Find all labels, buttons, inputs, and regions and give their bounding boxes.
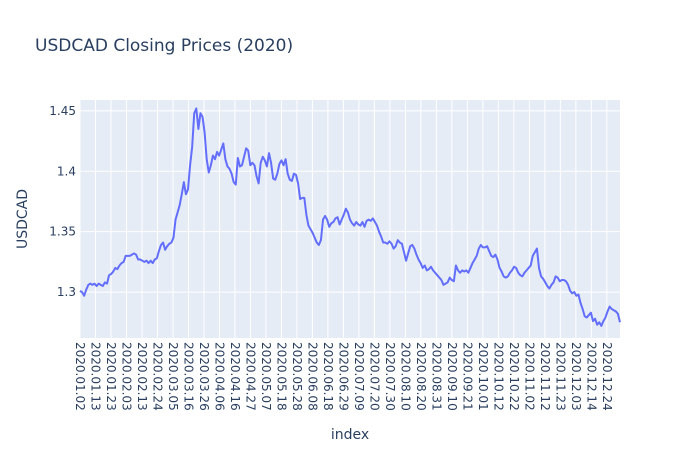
x-tick-label: 2020.06.18 (321, 342, 335, 411)
x-tick-label: 2020.11.12 (538, 342, 552, 411)
y-tick-label: 1.35 (49, 225, 76, 239)
chart-title: USDCAD Closing Prices (2020) (35, 36, 293, 56)
x-tick-label: 2020.04.16 (228, 342, 242, 411)
x-tick-label: 2020.06.29 (336, 342, 350, 411)
x-tick-label: 2020.07.20 (367, 342, 381, 411)
x-tick-label: 2020.08.20 (414, 342, 428, 411)
x-axis: 2020.01.02 2020.01.13 2020.01.23 2020.02.03… (73, 342, 614, 411)
line-layer (79, 107, 621, 327)
x-tick-label: 2020.07.09 (352, 342, 366, 411)
y-axis-title: USDCAD (15, 189, 31, 249)
x-tick-label: 2020.07.30 (383, 342, 397, 411)
x-tick-label: 2020.10.12 (491, 342, 505, 411)
x-tick-label: 2020.02.03 (119, 342, 133, 411)
x-tick-label: 2020.10.01 (476, 342, 490, 411)
y-tick-label: 1.4 (57, 164, 76, 178)
x-tick-label: 2020.05.18 (274, 342, 288, 411)
series-line (79, 107, 621, 327)
x-tick-label: 2020.09.21 (460, 342, 474, 411)
x-axis-title: index (331, 427, 369, 443)
x-tick-label: 2020.04.06 (212, 342, 226, 411)
x-tick-label: 2020.11.02 (522, 342, 536, 411)
x-tick-label: 2020.06.08 (305, 342, 319, 411)
x-tick-label: 2020.01.02 (73, 342, 87, 411)
x-tick-label: 2020.03.16 (181, 342, 195, 411)
x-tick-label: 2020.11.23 (553, 342, 567, 411)
x-tick-label: 2020.03.26 (197, 342, 211, 411)
y-axis: 1.3 1.35 1.4 1.45 (49, 104, 76, 299)
x-tick-label: 2020.09.10 (445, 342, 459, 411)
x-tick-label: 2020.02.24 (150, 342, 164, 411)
x-tick-label: 2020.08.31 (429, 342, 443, 411)
x-tick-label: 2020.08.10 (398, 342, 412, 411)
x-tick-label: 2020.03.05 (166, 342, 180, 411)
y-tick-label: 1.3 (57, 285, 76, 299)
x-tick-label: 2020.01.13 (88, 342, 102, 411)
x-tick-label: 2020.12.24 (600, 342, 614, 411)
x-tick-label: 2020.05.28 (290, 342, 304, 411)
x-tick-label: 2020.10.22 (507, 342, 521, 411)
x-tick-label: 2020.04.27 (243, 342, 257, 411)
x-tick-label: 2020.02.13 (135, 342, 149, 411)
x-tick-label: 2020.12.03 (569, 342, 583, 411)
x-tick-label: 2020.01.23 (104, 342, 118, 411)
y-tick-label: 1.45 (49, 104, 76, 118)
grid (79, 100, 620, 338)
x-tick-label: 2020.05.07 (259, 342, 273, 411)
x-tick-label: 2020.12.14 (584, 342, 598, 411)
